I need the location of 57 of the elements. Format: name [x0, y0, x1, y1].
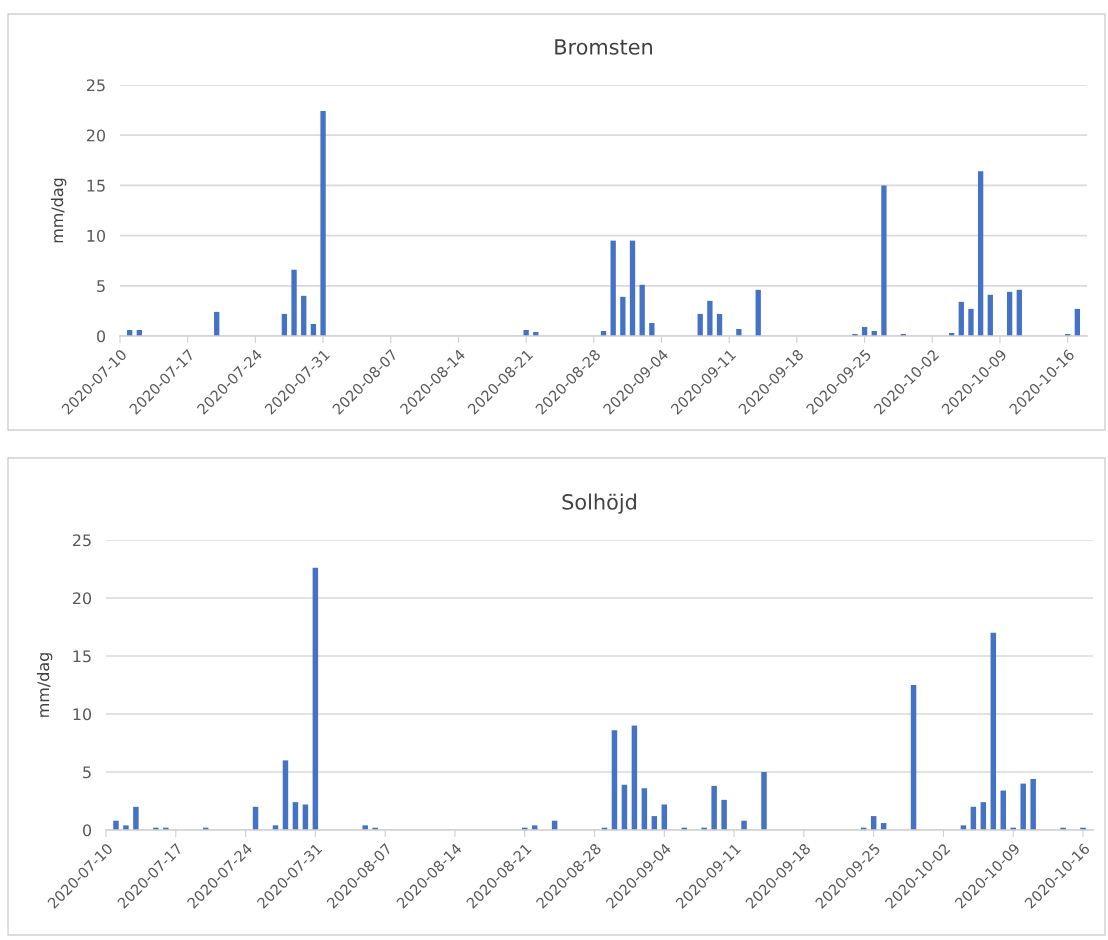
bar: [639, 284, 645, 336]
chart-title: Solhöjd: [562, 493, 636, 514]
bar: [968, 308, 974, 336]
y-tick-label: 15: [73, 650, 91, 663]
bar: [881, 185, 887, 336]
bar: [312, 567, 319, 830]
y-tick-label: 15: [87, 179, 105, 192]
bar: [282, 760, 289, 830]
bar: [990, 632, 997, 830]
bar: [1006, 291, 1013, 336]
y-tick-label: 20: [72, 592, 92, 605]
bar: [958, 301, 964, 336]
bar: [641, 788, 648, 830]
bar: [620, 296, 626, 336]
bar: [631, 725, 638, 830]
bar: [721, 799, 727, 830]
bar: [291, 269, 297, 336]
bar: [711, 785, 717, 830]
bar: [1020, 783, 1026, 830]
bar: [133, 806, 139, 830]
bar: [987, 294, 993, 336]
y-tick-label: 5: [83, 766, 91, 779]
bar: [523, 329, 529, 336]
bar: [629, 240, 636, 336]
bar: [716, 313, 723, 336]
y-tick-label: 25: [72, 534, 91, 547]
y-tick-label: 0: [83, 824, 92, 837]
y-tick-label: 10: [73, 708, 92, 721]
bar: [611, 730, 618, 830]
bar: [707, 300, 713, 336]
bar: [214, 311, 220, 336]
y-tick-label: 5: [97, 280, 105, 293]
bar: [977, 171, 984, 336]
bar: [1030, 778, 1036, 830]
bar: [123, 825, 129, 830]
bar: [697, 313, 703, 336]
bar: [741, 820, 747, 830]
bar: [1016, 289, 1022, 336]
chart-title: Bromsten: [555, 39, 652, 55]
bar: [610, 240, 616, 336]
y-tick-label: 0: [97, 330, 106, 343]
y-tick-label: 25: [86, 79, 105, 92]
bar: [362, 825, 368, 830]
bar: [755, 289, 761, 336]
bar: [761, 772, 767, 830]
bar: [301, 295, 307, 336]
bar: [649, 322, 655, 336]
bar: [1074, 308, 1080, 336]
bar: [736, 328, 742, 336]
bar: [910, 685, 917, 830]
y-tick-label: 20: [86, 129, 106, 142]
y-axis-title: mm/dag: [36, 653, 53, 717]
bar: [281, 313, 288, 336]
y-tick-label: 10: [87, 229, 106, 242]
bar: [113, 820, 119, 830]
bar: [320, 111, 326, 336]
y-axis-title: mm/dag: [50, 178, 67, 243]
